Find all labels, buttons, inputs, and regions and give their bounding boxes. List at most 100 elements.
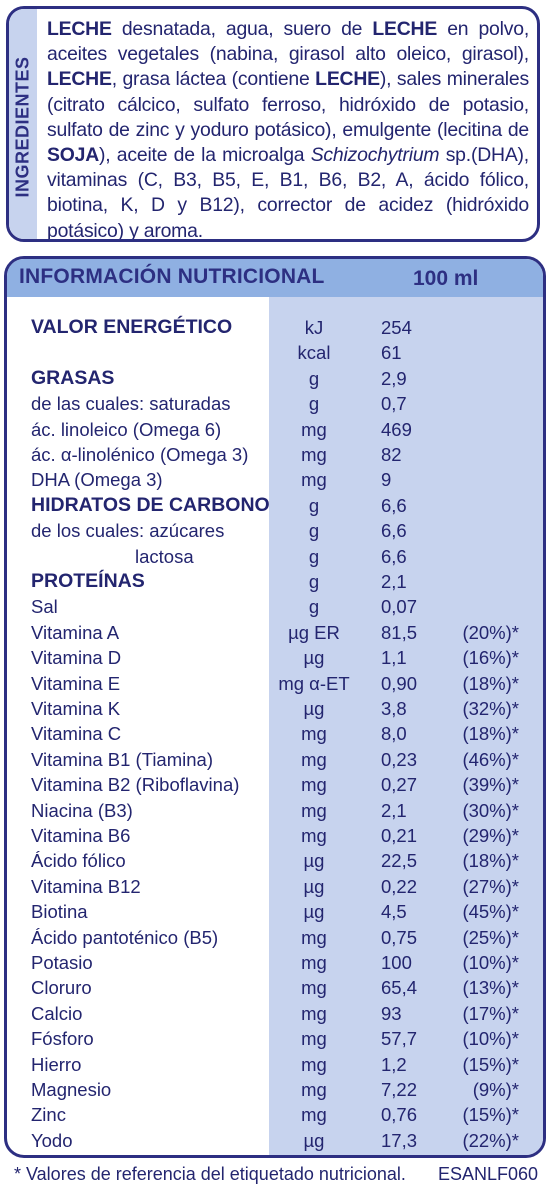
nutrient-row: Yodo µg 17,3 (22%)* [7, 1128, 543, 1153]
nutrient-name: lactosa [135, 545, 194, 567]
nutrient-value: 0,23 [381, 748, 418, 770]
nutrient-row: Magnesio mg 7,22 (9%)* [7, 1077, 543, 1102]
nutrient-unit: mg [301, 774, 327, 796]
nutrient-name: PROTEÍNAS [31, 570, 145, 592]
nutrient-name: DHA (Omega 3) [31, 469, 163, 491]
nutrient-value: 254 [381, 317, 412, 338]
nutrient-row: Vitamina E mg α-ET 0,90 (18%)* [7, 671, 543, 696]
nutrient-unit: g [308, 520, 320, 542]
nutrient-name: Ácido pantoténico (B5) [31, 926, 219, 948]
nutrient-unit: kcal [297, 342, 331, 364]
ingredients-heading: INGREDIENTES [12, 56, 33, 198]
nutrient-name: Cloruro [31, 977, 92, 999]
nutrition-table: INFORMACIÓN NUTRICIONAL 100 ml VALOR ENE… [4, 256, 546, 1158]
nutrient-name: ác. linoleico (Omega 6) [31, 418, 222, 440]
reference-percent: (9%)* [472, 1079, 519, 1100]
nutrient-row: Vitamina D µg 1,1 (16%)* [7, 645, 543, 670]
allergen-text: LECHE [47, 18, 112, 40]
nutrient-value: 6,6 [381, 494, 407, 516]
nutrient-row: Sal g 0,07 [7, 594, 543, 619]
nutrition-header: INFORMACIÓN NUTRICIONAL 100 ml [7, 259, 543, 297]
nutrient-unit: g [308, 494, 320, 516]
nutrient-unit: mg [301, 748, 327, 770]
nutrient-unit: g [308, 571, 320, 592]
reference-percent: (25%)* [462, 926, 519, 948]
ingredient-text: ), aceite de la microalga [99, 144, 311, 167]
nutrient-name: Sal [31, 596, 58, 618]
nutrient-row: Vitamina B1 (Tiamina) mg 0,23 (46%)* [7, 747, 543, 772]
nutrient-value: 0,22 [381, 875, 418, 897]
ingredient-text: desnatada, agua, suero de [111, 18, 373, 40]
reference-percent: (13%)* [462, 977, 519, 999]
nutrient-name: Magnesio [31, 1079, 112, 1100]
nutrient-row: ác. α-linolénico (Omega 3) mg 82 [7, 442, 543, 467]
nutrient-row: GRASAS g 2,9 [7, 366, 543, 391]
reference-percent: (45%)* [462, 901, 519, 923]
reference-percent: (46%)* [462, 748, 519, 770]
nutrient-value: 2,1 [381, 571, 407, 592]
allergen-text: SOJA [47, 144, 100, 167]
nutrient-row: lactosa g 6,6 [7, 544, 543, 569]
ingredients-side-band: INGREDIENTES [9, 9, 37, 239]
nutrient-value: 4,5 [381, 901, 407, 923]
nutrient-value: 9 [381, 469, 392, 491]
nutrient-value: 0,07 [381, 596, 418, 618]
nutrient-unit: mg [301, 444, 327, 465]
nutrient-unit: mg [301, 723, 327, 745]
nutrient-name: Vitamina C [31, 723, 122, 745]
nutrient-row: Vitamina B12 µg 0,22 (27%)* [7, 874, 543, 899]
nutrient-value: 57,7 [381, 1028, 418, 1050]
nutrient-value: 17,3 [381, 1129, 418, 1151]
nutrient-value: 0,90 [381, 672, 418, 694]
nutrient-row: kcal 61 [7, 340, 543, 365]
nutrient-unit: g [308, 596, 320, 618]
nutrient-row: de los cuales: azúcares g 6,6 [7, 518, 543, 543]
nutrient-row: HIDRATOS DE CARBONO g 6,6 [7, 493, 543, 518]
nutrient-unit: mg [301, 799, 327, 821]
nutrient-name: Potasio [31, 952, 93, 973]
nutrient-unit: µg ER [288, 621, 340, 643]
nutrient-unit: g [308, 393, 320, 415]
nutrient-row: DHA (Omega 3) mg 9 [7, 467, 543, 492]
ingredient-text: sp.(DHA), vitaminas (C, B3, B5, E, B1, B… [47, 144, 529, 242]
nutrient-name: GRASAS [31, 366, 115, 389]
nutrient-unit: µg [303, 850, 325, 872]
nutrient-value: 82 [381, 444, 402, 465]
nutrient-row: VALOR ENERGÉTICO kJ 254 [7, 315, 543, 340]
nutrient-value: 3,8 [381, 698, 407, 719]
reference-percent: (30%)* [462, 799, 519, 821]
nutrient-name: Vitamina D [31, 647, 122, 669]
nutrient-name: de los cuales: azúcares [31, 520, 225, 542]
product-code: ESANLF060 [437, 1164, 538, 1184]
nutrient-value: 2,1 [381, 799, 407, 821]
nutrient-value: 8,0 [381, 723, 407, 745]
nutrient-row: Potasio mg 100 (10%)* [7, 950, 543, 975]
reference-percent: (18%)* [462, 850, 519, 872]
reference-percent: (18%)* [462, 672, 519, 694]
nutrient-value: 0,7 [381, 393, 407, 415]
nutrient-value: 1,2 [381, 1053, 407, 1075]
nutrient-unit: mg [301, 952, 327, 973]
reference-percent: (39%)* [462, 774, 519, 796]
nutrient-name: Vitamina K [31, 698, 121, 719]
nutrient-row: Vitamina K µg 3,8 (32%)* [7, 696, 543, 721]
nutrient-unit: mg [301, 469, 327, 491]
nutrient-name: de las cuales: saturadas [31, 393, 231, 415]
nutrient-row: Hierro mg 1,2 (15%)* [7, 1052, 543, 1077]
reference-percent: (22%)* [462, 1129, 519, 1151]
allergen-text: LECHE [315, 68, 380, 91]
nutrient-value: 22,5 [381, 850, 418, 872]
nutrient-name: ác. α-linolénico (Omega 3) [31, 444, 249, 465]
nutrient-unit: mg [301, 1079, 327, 1100]
nutrient-unit: g [308, 545, 320, 567]
reference-percent: (32%)* [462, 698, 519, 719]
nutrient-name: HIDRATOS DE CARBONO [31, 493, 270, 516]
reference-percent: (10%)* [462, 952, 519, 973]
nutrition-per-amount: 100 ml [413, 267, 479, 290]
nutrient-value: 0,76 [381, 1104, 418, 1126]
nutrient-unit: µg [303, 647, 325, 669]
nutrient-row: Vitamina C mg 8,0 (18%)* [7, 721, 543, 746]
nutrient-row: Biotina µg 4,5 (45%)* [7, 899, 543, 924]
reference-percent: (18%)* [462, 723, 519, 745]
nutrient-name: Vitamina E [31, 672, 121, 694]
